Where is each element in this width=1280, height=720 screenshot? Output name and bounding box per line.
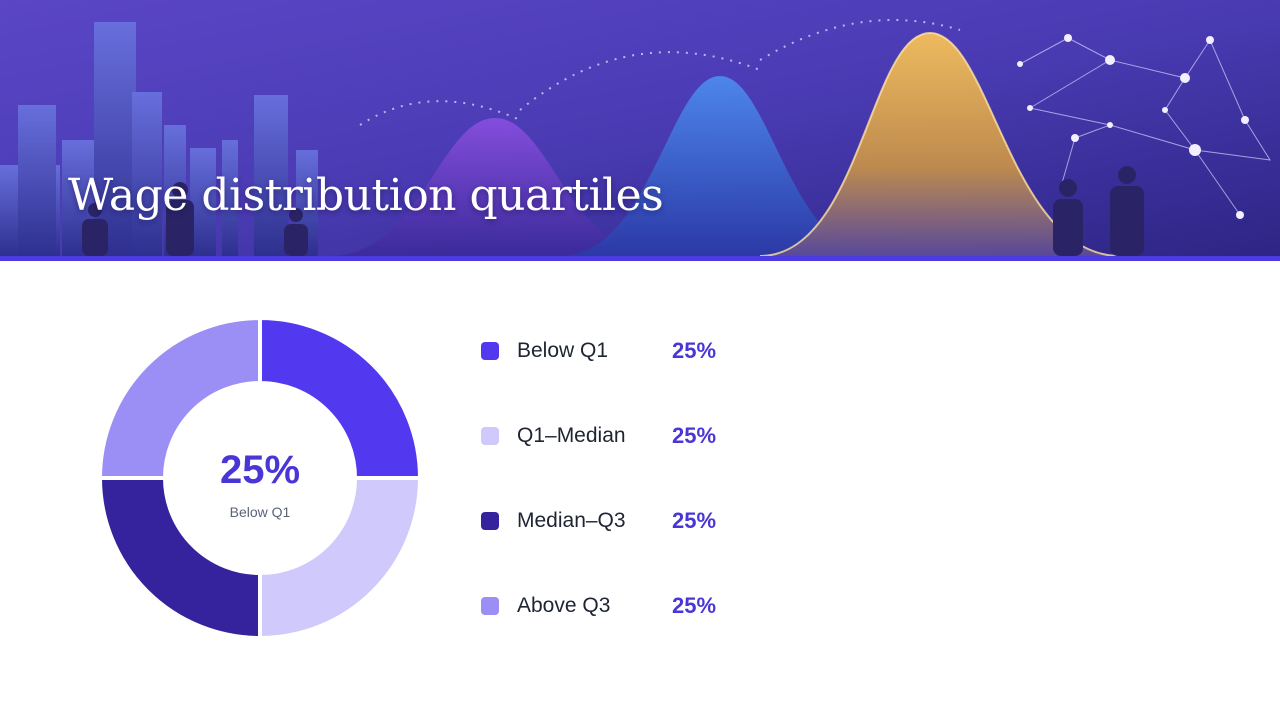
donut-chart: 25% Below Q1 — [90, 308, 430, 648]
legend-value: 25% — [672, 423, 717, 448]
legend-swatch — [481, 342, 499, 360]
donut-center-label: Below Q1 — [229, 504, 291, 520]
legend-label: Q1–Median — [517, 424, 626, 447]
legend-label: Above Q3 — [517, 594, 611, 617]
donut-slice-above-q3 — [97, 315, 262, 480]
legend-item-q1-median: Q1–Median 25% — [480, 415, 840, 500]
people-silhouettes-icon — [82, 166, 1144, 256]
legend-swatch — [481, 512, 499, 530]
donut-slice-q1-median — [258, 476, 423, 641]
donut-chart-svg — [97, 315, 423, 641]
legend-swatch — [481, 427, 499, 445]
chart-legend: Below Q1 25% Q1–Median 25% Median–Q3 25%… — [480, 330, 840, 670]
legend-value: 25% — [672, 508, 717, 533]
legend-value: 25% — [672, 338, 717, 363]
donut-center-value: 25% — [219, 448, 301, 492]
legend-value: 25% — [672, 593, 717, 618]
header-banner-illustration — [0, 0, 1280, 256]
donut-slice-median-q3 — [97, 476, 262, 641]
header-accent-bar — [0, 256, 1280, 261]
legend-item-above-q3: Above Q3 25% — [480, 585, 840, 670]
legend-item-below-q1: Below Q1 25% — [480, 330, 840, 415]
donut-slice-below-q1 — [258, 315, 423, 480]
legend-swatch — [481, 597, 499, 615]
legend-item-median-q3: Median–Q3 25% — [480, 500, 840, 585]
city-skyline-icon — [0, 22, 318, 256]
legend-label: Median–Q3 — [517, 509, 626, 532]
legend-label: Below Q1 — [517, 339, 609, 362]
page-title: Wage distribution quartiles — [68, 170, 664, 221]
